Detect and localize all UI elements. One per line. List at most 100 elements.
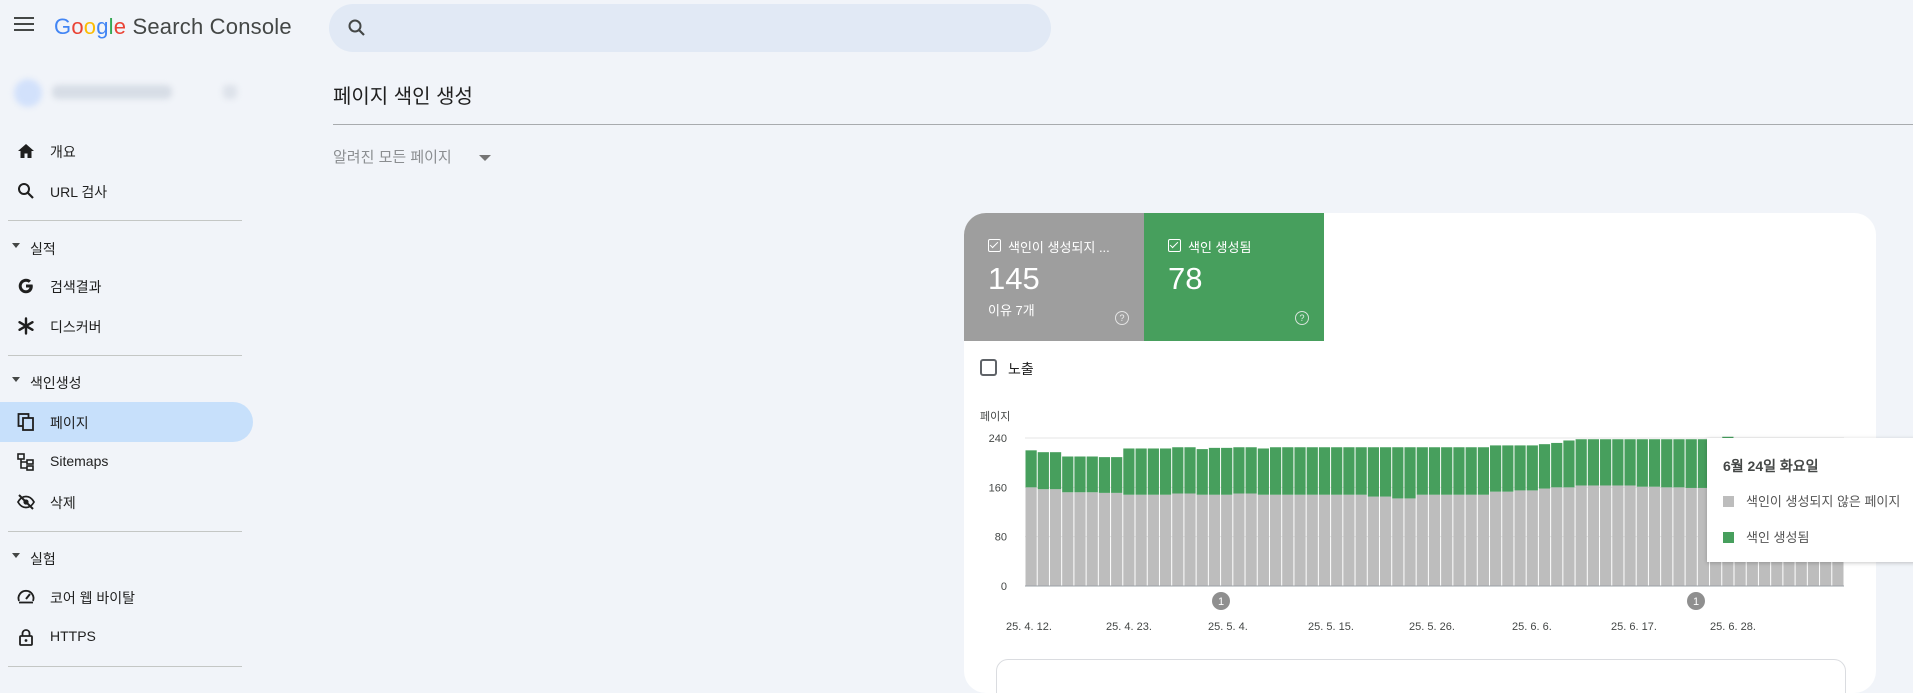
- bar-not-indexed: [1502, 491, 1514, 586]
- checkbox-unchecked-icon[interactable]: [980, 359, 997, 376]
- bar-indexed: [1025, 450, 1037, 488]
- bar-not-indexed: [1575, 485, 1587, 586]
- logo-letter: o: [71, 14, 84, 39]
- bar-indexed: [1514, 445, 1526, 491]
- home-icon: [18, 144, 34, 158]
- bar-not-indexed: [1392, 498, 1404, 586]
- not-indexed-tile[interactable]: 색인이 생성되지 ... 145 이유 7개 ?: [964, 213, 1144, 341]
- bar-indexed: [1111, 457, 1123, 493]
- annotation-label: 1: [1218, 596, 1224, 608]
- help-icon[interactable]: ?: [1115, 311, 1129, 325]
- bar-not-indexed: [1612, 485, 1624, 586]
- bar-indexed: [1526, 445, 1538, 491]
- bar-not-indexed: [1526, 490, 1538, 586]
- bar-not-indexed: [1037, 489, 1049, 586]
- bar-not-indexed: [1074, 492, 1086, 586]
- sidebar-item-sitemaps[interactable]: Sitemaps: [0, 442, 253, 482]
- x-tick-label: 25. 5. 4.: [1208, 621, 1248, 633]
- sidebar-item-core-web-vitals[interactable]: 코어 웹 바이탈: [0, 577, 253, 617]
- bar-not-indexed: [1245, 493, 1257, 586]
- section-performance[interactable]: 실적: [0, 236, 240, 260]
- bar-indexed: [1355, 447, 1367, 495]
- section-experiments[interactable]: 실험: [0, 546, 240, 570]
- sidebar-item-discover[interactable]: 디스커버: [0, 306, 253, 346]
- x-tick-label: 25. 6. 28.: [1710, 621, 1756, 633]
- bar-indexed: [1208, 447, 1221, 495]
- hamburger-menu-icon[interactable]: [14, 17, 34, 33]
- bar-indexed: [1086, 456, 1098, 493]
- annotation-label: 1: [1693, 596, 1699, 608]
- sidebar-item-overview[interactable]: 개요: [0, 131, 253, 171]
- bar-indexed: [1098, 457, 1111, 493]
- property-selector[interactable]: [8, 73, 246, 113]
- bar-indexed: [1135, 448, 1147, 495]
- bar-indexed: [1477, 447, 1489, 495]
- bar-not-indexed: [1551, 487, 1563, 586]
- help-icon[interactable]: ?: [1295, 311, 1309, 325]
- x-tick-label: 25. 6. 6.: [1512, 621, 1552, 633]
- lock-icon: [19, 629, 33, 646]
- bar-indexed: [1049, 452, 1062, 490]
- bar-indexed: [1245, 447, 1257, 494]
- sidebar-item-label: HTTPS: [50, 628, 96, 644]
- sidebar-item-label: 삭제: [50, 495, 76, 511]
- details-panel: [996, 659, 1846, 693]
- bar-not-indexed: [1636, 486, 1648, 586]
- bar-indexed: [1624, 439, 1636, 486]
- asterisk-icon: [18, 317, 34, 335]
- x-tick-label: 25. 4. 12.: [1006, 621, 1052, 633]
- bar-not-indexed: [1648, 486, 1661, 586]
- sidebar-item-removals[interactable]: 삭제: [0, 482, 253, 522]
- tooltip-row-label: 색인이 생성되지 않은 페이지: [1746, 494, 1901, 509]
- sidebar-item-pages[interactable]: 페이지: [0, 402, 253, 442]
- bar-indexed: [1502, 445, 1514, 492]
- bar-indexed: [1673, 439, 1685, 488]
- search-input[interactable]: [385, 14, 1029, 44]
- bar-indexed: [1306, 447, 1318, 495]
- bar-not-indexed: [1538, 488, 1551, 586]
- y-tick-label: 80: [995, 532, 1007, 544]
- section-indexing[interactable]: 색인생성: [0, 370, 240, 394]
- bar-indexed: [1196, 449, 1208, 495]
- indexed-tile[interactable]: 색인 생성됨 78 ?: [1144, 213, 1324, 341]
- search-bar[interactable]: [329, 4, 1051, 52]
- app-logo[interactable]: Google Search Console: [54, 14, 292, 40]
- bar-not-indexed: [1465, 494, 1477, 586]
- sidebar-divider: [8, 666, 242, 667]
- bar-not-indexed: [1111, 492, 1123, 586]
- bar-indexed: [1636, 439, 1648, 487]
- bar-not-indexed: [1355, 494, 1367, 586]
- bar-indexed: [1257, 448, 1269, 495]
- bar-indexed: [1563, 440, 1575, 488]
- checkbox-checked-icon[interactable]: [988, 239, 1001, 252]
- title-divider: [333, 124, 1913, 125]
- x-tick-label: 25. 6. 17.: [1611, 621, 1657, 633]
- search-icon: [348, 19, 365, 36]
- eye-off-icon: [16, 494, 36, 510]
- page-title: 페이지 색인 생성: [333, 86, 473, 108]
- sidebar-item-https[interactable]: HTTPS: [0, 617, 253, 657]
- logo-letter: e: [113, 14, 127, 39]
- sidebar-item-search-results[interactable]: 검색결과: [0, 266, 253, 306]
- bar-indexed: [1392, 447, 1404, 499]
- checkbox-checked-icon[interactable]: [1168, 239, 1181, 252]
- bar-not-indexed: [1404, 498, 1416, 586]
- bar-not-indexed: [1477, 494, 1489, 586]
- bar-not-indexed: [1428, 494, 1441, 586]
- sidebar-item-url-inspection[interactable]: URL 검사: [0, 171, 253, 211]
- tooltip-row-indexed: 색인 생성됨: [1723, 527, 1809, 546]
- y-tick-label: 160: [989, 482, 1007, 494]
- bar-indexed: [1404, 447, 1416, 499]
- bar-indexed: [1441, 447, 1453, 495]
- bar-not-indexed: [1294, 494, 1306, 586]
- pages-icon: [17, 413, 34, 431]
- collapse-arrow-icon: [12, 243, 20, 248]
- sidebar-item-label: Sitemaps: [50, 453, 109, 469]
- tile-value: 78: [1168, 261, 1203, 296]
- logo-letter: l: [108, 14, 114, 39]
- collapse-arrow-icon: [12, 553, 20, 558]
- bar-indexed: [1062, 456, 1074, 493]
- bar-indexed: [1416, 447, 1428, 495]
- bar-not-indexed: [1196, 494, 1208, 586]
- page-filter-dropdown[interactable]: 알려진 모든 페이지: [333, 146, 491, 170]
